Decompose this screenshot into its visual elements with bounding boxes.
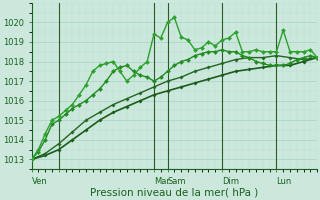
X-axis label: Pression niveau de la mer( hPa ): Pression niveau de la mer( hPa ): [90, 187, 259, 197]
